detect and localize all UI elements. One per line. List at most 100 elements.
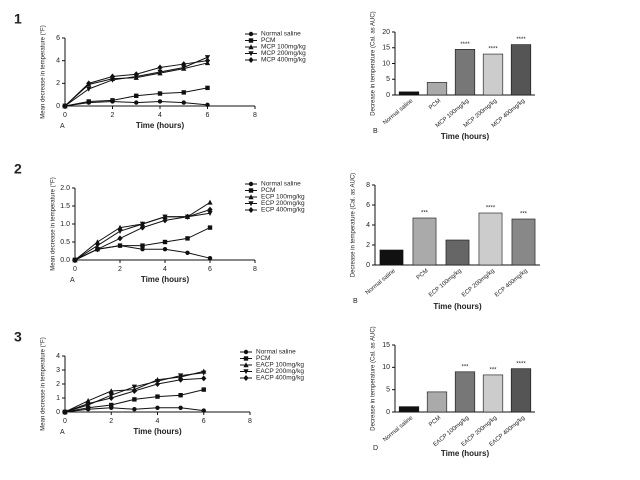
bar <box>445 239 470 266</box>
legend-label: MCP 200mg/kg <box>261 50 306 57</box>
y-tick-label: 15 <box>382 45 390 52</box>
marker <box>207 256 213 261</box>
y-tick-label: 2 <box>56 381 60 388</box>
marker <box>204 55 211 61</box>
bar <box>426 391 448 413</box>
significance: *** <box>421 211 429 217</box>
bar <box>379 249 404 266</box>
x-tick-label: 2 <box>109 418 113 425</box>
x-tick-label: 2 <box>111 112 115 119</box>
legend-marker <box>243 362 249 368</box>
x-tick-label: 6 <box>206 112 210 119</box>
x-tick-label: 2 <box>118 266 122 273</box>
marker <box>178 393 183 398</box>
series-line <box>64 62 208 107</box>
marker <box>134 100 139 105</box>
legend-label: ECP 400mg/kg <box>261 207 305 214</box>
marker <box>155 405 160 410</box>
y-tick-label: 10 <box>382 364 390 371</box>
marker <box>134 93 139 98</box>
marker <box>62 103 68 109</box>
marker <box>181 65 187 71</box>
marker <box>132 397 137 402</box>
marker <box>205 85 210 91</box>
marker <box>132 407 137 412</box>
marker <box>207 206 213 213</box>
marker <box>181 90 186 95</box>
y-axis-label: Decrease in temperature (Cal. as AUC) <box>371 326 377 430</box>
marker <box>94 239 101 245</box>
marker <box>140 247 145 252</box>
legend-marker <box>248 207 254 213</box>
significance: **** <box>460 42 470 48</box>
bar <box>454 371 476 413</box>
legend-marker <box>248 51 254 57</box>
marker <box>207 199 213 205</box>
legend-label: PCM <box>261 187 275 194</box>
y-tick-label: 6 <box>366 202 370 209</box>
y-tick-label: 1 <box>56 395 60 402</box>
marker <box>133 71 139 78</box>
x-tick-label: Normal saline <box>382 415 414 444</box>
x-tick-label: ECP 200mg/kg <box>461 268 496 298</box>
marker <box>207 225 213 230</box>
panel-label: B <box>373 128 378 135</box>
legend-marker <box>243 369 249 375</box>
significance: *** <box>520 212 528 218</box>
y-axis-label: Mean decrease in temperature (°F) <box>51 177 57 270</box>
marker <box>86 80 92 87</box>
legend-marker <box>248 181 254 187</box>
marker <box>72 257 78 263</box>
marker <box>185 236 190 241</box>
y-tick-label: 10 <box>382 60 390 67</box>
legend-label: Normal saline <box>256 349 296 356</box>
y-axis-label: Decrease in temperature (Cal. as AUC) <box>371 11 377 115</box>
marker <box>204 57 211 64</box>
x-tick-label: 6 <box>208 266 212 273</box>
x-tick-label: PCM <box>416 268 430 281</box>
series-line <box>64 377 204 413</box>
legend-label: EACP 100mg/kg <box>256 362 304 369</box>
x-tick-label: 0 <box>63 112 67 119</box>
legend-marker <box>248 57 254 63</box>
x-tick-label: 6 <box>202 418 206 425</box>
bar <box>454 49 476 96</box>
significance: **** <box>516 361 526 367</box>
marker <box>109 402 114 408</box>
y-tick-label: 2 <box>366 242 370 249</box>
marker <box>154 381 161 387</box>
x-tick-label: PCM <box>428 98 442 111</box>
significance: *** <box>489 368 497 374</box>
significance: **** <box>516 37 526 43</box>
bar <box>511 218 536 266</box>
legend-label: EACP 200mg/kg <box>256 368 304 375</box>
y-tick-label: 2 <box>56 80 60 87</box>
marker <box>131 388 137 394</box>
y-axis-label: Mean decrease in temperature (°F) <box>41 337 47 430</box>
x-axis-label: Time (hours) <box>441 132 490 141</box>
marker <box>178 373 184 379</box>
y-tick-label: 0 <box>386 92 390 99</box>
y-tick-label: 15 <box>382 342 390 349</box>
legend-label: PCM <box>256 355 270 362</box>
figure-number: 3 <box>14 329 22 345</box>
marker <box>140 243 145 248</box>
panel-label: B <box>353 298 358 305</box>
marker <box>185 250 190 255</box>
marker <box>110 98 115 103</box>
significance: **** <box>486 206 496 212</box>
marker <box>181 100 186 105</box>
y-tick-label: 1.0 <box>60 221 70 228</box>
x-tick-label: Normal saline <box>365 268 397 297</box>
legend-marker <box>248 38 254 43</box>
legend-label: ECP 200mg/kg <box>261 200 305 207</box>
marker <box>62 409 68 415</box>
bar <box>412 217 437 266</box>
x-tick-label: 4 <box>163 266 167 273</box>
x-axis-label: Time (hours) <box>136 121 185 130</box>
legend-label: MCP 100mg/kg <box>261 44 306 51</box>
y-tick-label: 4 <box>366 222 370 229</box>
marker <box>109 73 116 80</box>
legend-marker <box>243 375 249 381</box>
y-tick-label: 0.0 <box>60 257 70 264</box>
